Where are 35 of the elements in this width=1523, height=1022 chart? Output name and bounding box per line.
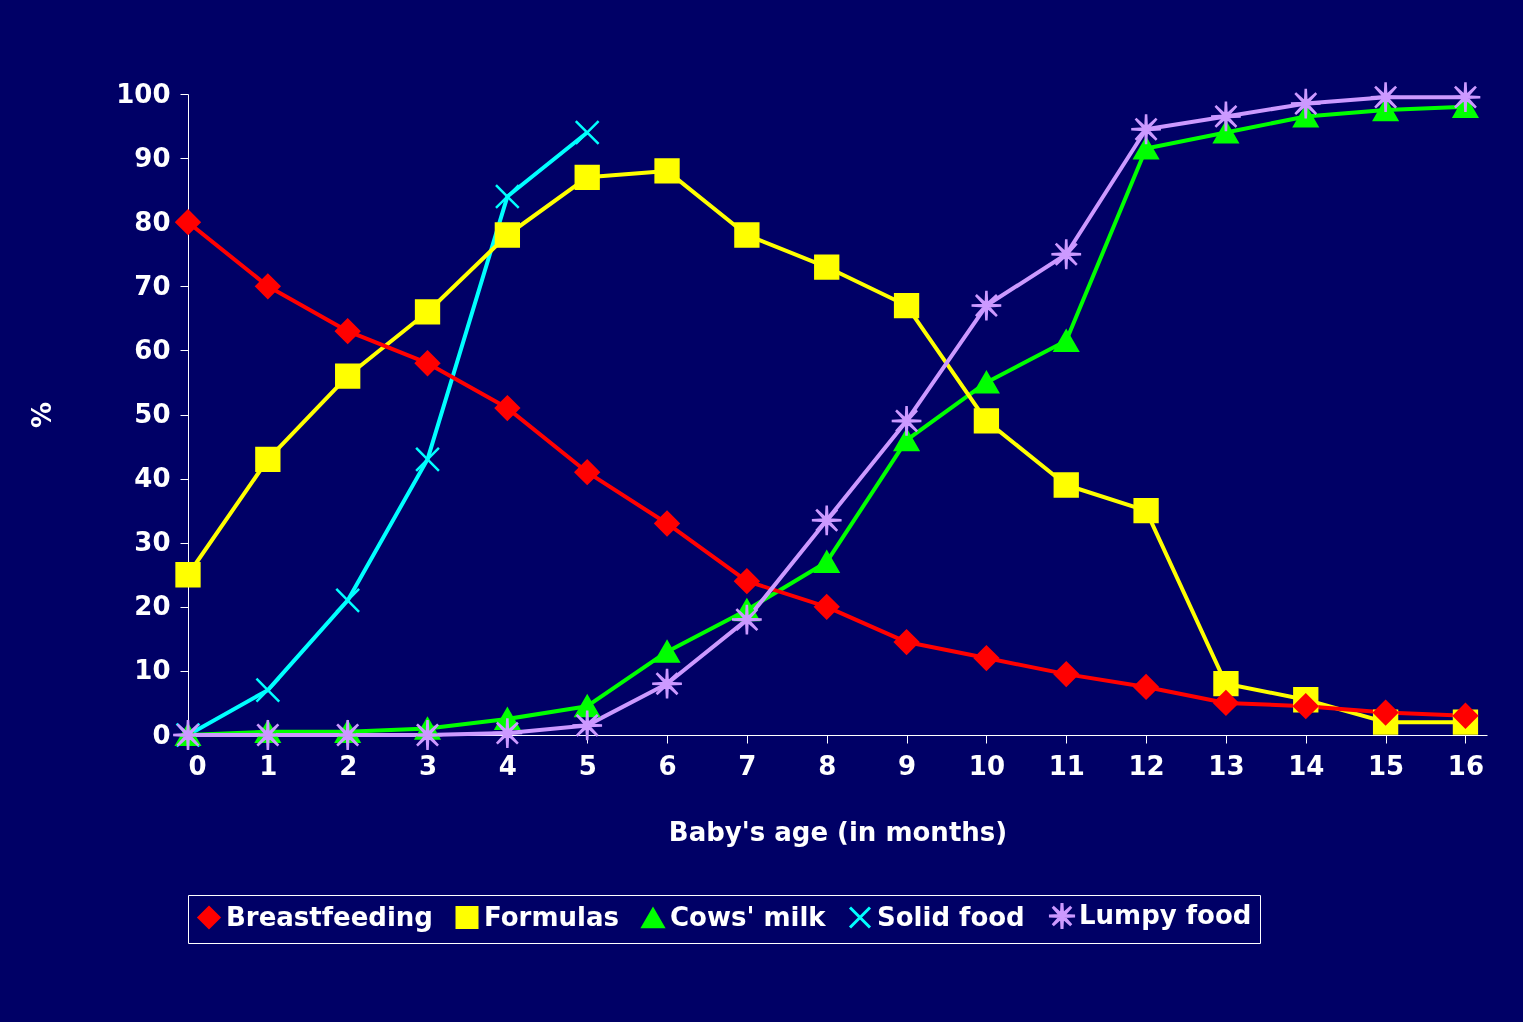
x-tick-label: 11 — [1048, 750, 1085, 781]
x-tick-label: 7 — [738, 750, 757, 781]
x-tick-label: 9 — [898, 750, 917, 781]
legend-label: Breastfeeding — [226, 901, 433, 932]
x-tick-label: 15 — [1368, 750, 1405, 781]
x-tick-label: 10 — [968, 750, 1005, 781]
y-tick-label: 0 — [152, 719, 171, 750]
legend-label: Solid food — [877, 901, 1025, 932]
y-tick-label: 80 — [134, 206, 171, 237]
y-tick-label: 50 — [134, 399, 171, 429]
legend-label: Lumpy food — [1079, 900, 1252, 930]
y-tick-label: 100 — [116, 78, 171, 109]
y-tick-label: 10 — [134, 655, 171, 686]
x-tick-label: 6 — [658, 750, 677, 781]
x-tick-label: 4 — [498, 750, 517, 781]
y-tick-label: 40 — [134, 463, 171, 494]
y-axis-title: % — [27, 401, 58, 429]
x-tick-label: 14 — [1288, 750, 1325, 781]
y-tick-label: 60 — [134, 334, 171, 365]
x-tick-label: 2 — [339, 750, 358, 781]
y-tick-label: 70 — [134, 270, 171, 301]
x-axis-title: Baby's age (in months) — [668, 816, 1008, 847]
x-tick-label: 8 — [818, 750, 837, 781]
y-tick-label: 90 — [134, 142, 171, 173]
y-tick-label: 20 — [134, 591, 171, 622]
x-tick-label: 1 — [259, 750, 278, 781]
legend-label: Formulas — [484, 901, 619, 932]
x-tick-label: 3 — [418, 750, 438, 781]
x-tick-label: 12 — [1128, 750, 1165, 781]
x-tick-label: 16 — [1447, 750, 1485, 781]
x-tick-label: 5 — [578, 750, 597, 781]
x-tick-label: 0 — [188, 750, 207, 781]
legend-label: Cows' milk — [670, 902, 827, 933]
x-tick-label: 13 — [1208, 750, 1245, 781]
y-tick-label: 30 — [134, 527, 171, 558]
